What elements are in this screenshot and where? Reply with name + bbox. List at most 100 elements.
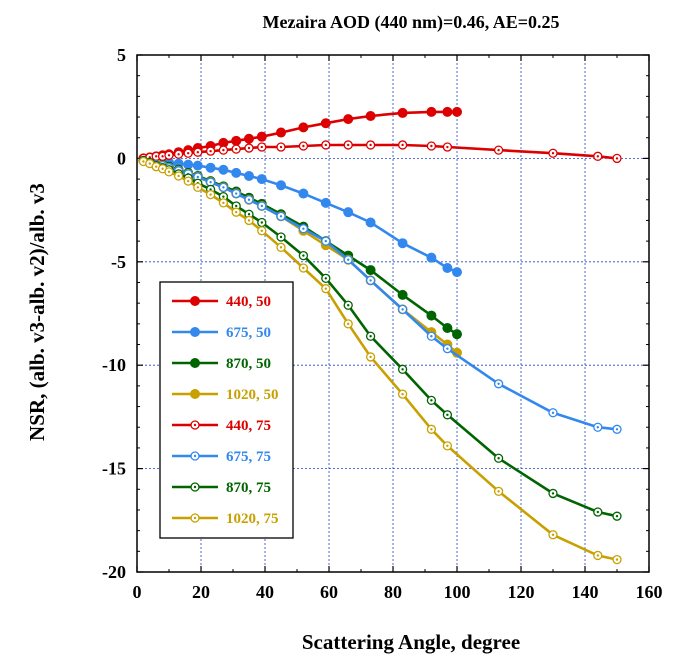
- data-point: [426, 106, 437, 117]
- legend-label: 870, 50: [226, 356, 271, 372]
- data-point-dot: [347, 322, 350, 326]
- data-point-dot: [196, 186, 199, 189]
- data-point-dot: [615, 514, 619, 518]
- data-point-dot: [430, 428, 433, 431]
- x-tick-label: 80: [384, 582, 402, 602]
- data-point-dot: [347, 143, 350, 147]
- legend-label: 440, 50: [226, 294, 271, 310]
- data-point: [426, 310, 437, 321]
- data-point-dot: [279, 145, 283, 149]
- x-tick-label: 60: [320, 582, 338, 602]
- data-point-dot: [167, 170, 171, 174]
- data-point-dot: [430, 399, 433, 402]
- data-point-dot: [347, 258, 350, 261]
- data-point-dot: [446, 444, 449, 448]
- data-point: [276, 180, 286, 191]
- data-point-dot: [401, 308, 404, 311]
- data-point-dot: [279, 215, 283, 218]
- data-point-dot: [596, 554, 599, 557]
- data-point: [442, 106, 453, 117]
- x-tick-label: 20: [192, 582, 210, 602]
- data-point-dot: [209, 149, 212, 153]
- data-point: [231, 167, 242, 178]
- data-point-dot: [167, 154, 171, 157]
- data-point-dot: [401, 368, 404, 371]
- data-point-dot: [324, 239, 327, 243]
- data-point: [365, 217, 376, 228]
- data-point: [452, 329, 462, 340]
- y-axis-label: NSR, (alb. v3-alb. v2)/alb. v3: [25, 183, 49, 441]
- data-point-dot: [235, 210, 238, 214]
- legend-entry: 675, 75: [172, 449, 271, 465]
- legend-marker-dot: [193, 423, 197, 427]
- data-point: [256, 131, 267, 142]
- legend-entry: 675, 50: [172, 325, 271, 341]
- legend-entry: 1020, 50: [172, 387, 279, 403]
- data-point-dot: [279, 235, 283, 239]
- series-7: [138, 156, 622, 565]
- data-point: [426, 252, 437, 263]
- legend-entry: 1020, 75: [172, 511, 279, 527]
- data-point-dot: [324, 287, 327, 290]
- data-point-dot: [177, 153, 180, 156]
- data-point: [183, 159, 194, 170]
- data-point: [298, 122, 309, 133]
- data-point-dot: [279, 246, 283, 249]
- y-tick-label: 5: [117, 45, 126, 65]
- data-point-dot: [142, 160, 145, 163]
- data-point: [397, 289, 408, 300]
- data-point-dot: [209, 180, 212, 184]
- data-point-dot: [347, 304, 350, 307]
- data-point-dot: [196, 150, 199, 154]
- legend-entry: 440, 75: [172, 418, 271, 434]
- data-point-dot: [187, 152, 190, 155]
- data-point-dot: [369, 143, 372, 147]
- legend-label: 1020, 75: [226, 511, 279, 527]
- data-point-dot: [235, 204, 238, 208]
- data-point-dot: [235, 192, 238, 195]
- legend-marker: [190, 327, 200, 337]
- y-tick-label: -10: [102, 355, 126, 375]
- data-point-dot: [247, 146, 251, 150]
- x-tick-label: 140: [572, 582, 599, 602]
- data-point: [452, 267, 462, 278]
- data-point: [192, 160, 203, 171]
- data-point: [320, 118, 331, 129]
- y-tick-label: -5: [111, 252, 126, 272]
- data-point-dot: [596, 510, 599, 514]
- legend-label: 675, 75: [226, 449, 271, 465]
- data-point: [244, 170, 254, 181]
- legend-marker: [190, 389, 200, 399]
- data-point-dot: [247, 213, 251, 216]
- legend-label: 440, 75: [226, 418, 271, 434]
- data-point-dot: [430, 335, 433, 338]
- data-point-dot: [497, 457, 500, 460]
- data-point: [231, 135, 242, 146]
- data-point-dot: [235, 147, 238, 151]
- data-point: [442, 322, 453, 333]
- legend-marker-dot: [193, 516, 197, 520]
- data-point-dot: [401, 392, 404, 396]
- data-point-dot: [551, 492, 555, 495]
- y-tick-label: -15: [102, 459, 126, 479]
- data-point-dot: [302, 266, 305, 270]
- data-point-dot: [222, 148, 225, 152]
- data-point-dot: [155, 165, 158, 168]
- data-point: [343, 207, 354, 218]
- data-point-dot: [324, 277, 327, 280]
- data-point-dot: [615, 157, 619, 160]
- legend: 440, 50 675, 50 870, 50 1020, 50 440, 75 675,…: [159, 281, 294, 539]
- data-point-dot: [302, 227, 305, 230]
- data-point-dot: [369, 279, 372, 282]
- x-tick-label: 0: [133, 582, 142, 602]
- data-point: [205, 162, 216, 173]
- data-point-dot: [302, 144, 305, 148]
- data-point: [452, 106, 462, 117]
- data-point-dot: [369, 355, 372, 359]
- data-point-dot: [161, 167, 164, 170]
- data-point-dot: [615, 428, 619, 431]
- data-point-dot: [551, 411, 555, 414]
- data-point-dot: [497, 382, 500, 386]
- data-point-dot: [260, 204, 263, 208]
